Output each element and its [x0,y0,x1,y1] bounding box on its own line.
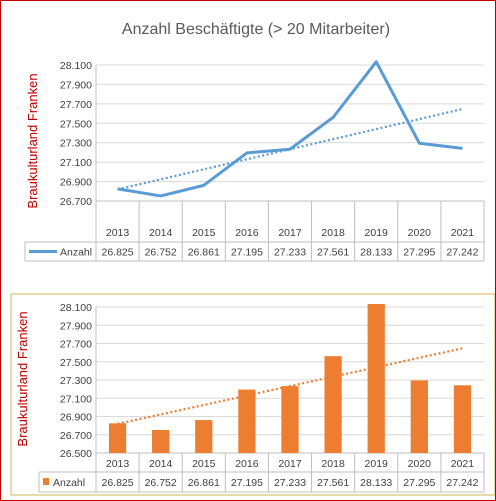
bar [367,303,385,453]
bar [152,430,170,453]
bar [453,385,472,453]
data-table-value: 27.195 [231,247,263,259]
data-table-value: 26.752 [145,247,177,259]
data-table-value: 26.861 [188,247,220,259]
x-tick-label: 2016 [235,458,259,470]
legend-key-box [43,478,49,485]
data-table-value: 28.133 [360,477,392,489]
data-table-value: 26.752 [145,477,177,489]
y-tick-label: 27.700 [60,339,92,351]
y-tick-label: 27.300 [60,138,92,150]
y-tick-label: 28.100 [60,302,92,314]
data-table-value: 27.195 [231,477,263,489]
y-tick-label: 27.100 [60,157,92,169]
x-tick-label: 2017 [278,227,302,239]
chart-title: Anzahl Beschäftigte (> 20 Mitarbeiter) [122,21,390,38]
data-table-value: 27.561 [317,477,349,489]
data-table-value: 27.242 [446,477,478,489]
y-tick-label: 26.900 [60,412,92,424]
trendline [117,107,463,191]
x-tick-label: 2014 [149,458,173,470]
x-tick-label: 2013 [106,227,130,239]
x-tick-label: 2018 [321,227,345,239]
x-tick-label: 2019 [365,458,389,470]
data-table-value: 27.295 [403,247,435,259]
data-table-value: 26.825 [101,247,133,259]
y-tick-label: 27.900 [60,79,92,91]
y-tick-label: 26.700 [60,196,92,208]
x-tick-label: 2019 [365,227,389,239]
data-table-value: 27.233 [274,247,306,259]
y-tick-label: 27.100 [60,393,92,405]
data-table-value: 28.133 [360,247,392,259]
y-tick-label: 27.500 [60,357,92,369]
data-table-value: 27.233 [274,477,306,489]
y-tick-label: 28.100 [60,60,92,72]
series-line [117,60,463,198]
x-tick-label: 2020 [408,227,432,239]
x-tick-label: 2021 [451,227,475,239]
line-chart: Anzahl Beschäftigte (> 20 Mitarbeiter) Br… [24,21,485,262]
x-tick-label: 2018 [321,458,345,470]
y-axis-label: Braukulturland Franken [25,73,40,208]
x-tick-label: 2020 [408,458,432,470]
data-table-value: 27.561 [317,247,349,259]
x-tick-label: 2021 [451,458,475,470]
trendline [117,347,463,425]
y-tick-label: 26.700 [60,430,92,442]
data-table-value: 26.825 [101,477,133,489]
x-tick-label: 2014 [149,227,173,239]
bar [108,423,127,453]
y-tick-label: 27.900 [60,320,92,332]
data-table-value: 27.242 [446,247,478,259]
chart-area-border [10,293,495,496]
bar [410,380,428,453]
y-axis-label: Braukulturland Franken [15,311,30,446]
bar [238,389,256,453]
y-tick-label: 27.700 [60,99,92,111]
bar [324,356,342,453]
x-tick-label: 2017 [278,458,302,470]
legend-label: Anzahl [53,477,85,489]
data-table-value: 26.861 [188,477,220,489]
data-table-value: 27.295 [403,477,435,489]
bar [281,386,299,453]
y-tick-label: 27.500 [60,118,92,130]
x-tick-label: 2016 [235,227,259,239]
bar-chart: Braukulturland Franken 26.500 26.700 26.900… [10,293,495,496]
legend-label: Anzahl [60,247,92,259]
x-tick-label: 2013 [106,458,130,470]
y-tick-label: 26.900 [60,177,92,189]
bar [195,420,213,453]
y-tick-label: 27.300 [60,375,92,387]
x-tick-label: 2015 [192,458,216,470]
x-tick-label: 2015 [192,227,216,239]
y-tick-label: 26.500 [60,448,92,460]
